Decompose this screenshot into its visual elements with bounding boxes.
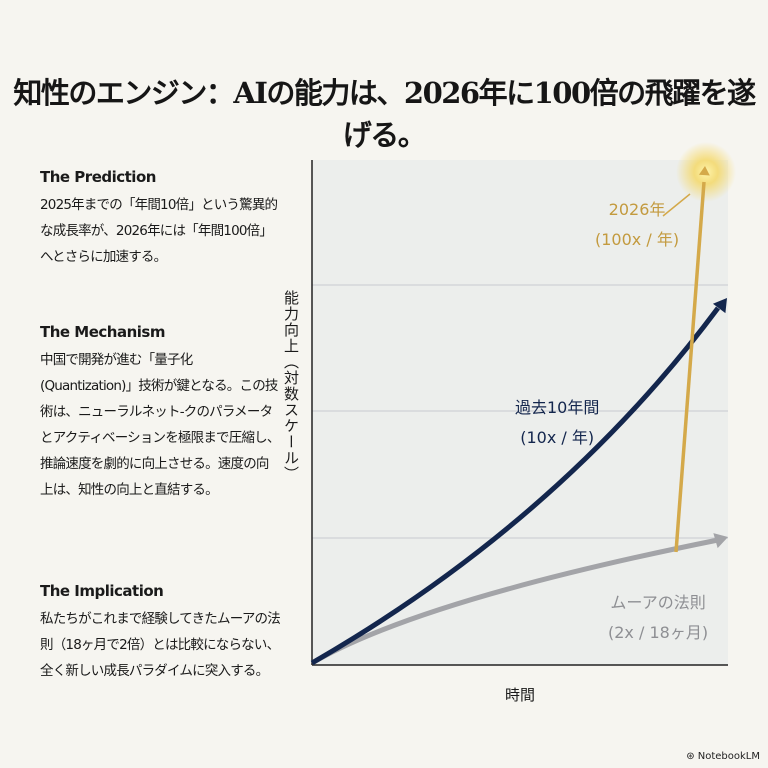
section-body: 私たちがこれまで経験してきたムーアの法則（18ヶ月で2倍）とは比較にならない、全… <box>40 611 281 679</box>
series-label-line: ムーアの法則 <box>610 593 706 612</box>
section-heading: The Mechanism <box>40 323 165 341</box>
section-prediction: The Prediction 2025年までの「年間10倍」という驚異的な成長率… <box>40 168 280 270</box>
series-label-line: (100x / 年) <box>595 230 680 249</box>
arrowhead-ai2026 <box>698 166 710 176</box>
section-implication: The Implication 私たちがこれまで経験してきたムーアの法則（18ヶ… <box>40 582 281 684</box>
section-heading: The Prediction <box>40 168 156 186</box>
section-heading: The Implication <box>40 582 164 600</box>
x-axis-label: 時間 <box>505 686 536 704</box>
series-label-line: 過去10年間 <box>515 398 600 417</box>
section-mechanism: The Mechanism 中国で開発が進む「量子化(Quantization)… <box>40 323 280 503</box>
arrowhead-past <box>712 298 727 314</box>
notebooklm-logo: ⊛ NotebookLM <box>686 751 760 762</box>
series-label-ai2026: 2026年 (100x / 年) <box>595 195 679 255</box>
section-body: 2025年までの「年間10倍」という驚異的な成長率が、2026年には「年間100… <box>40 197 278 265</box>
plot-area <box>312 160 728 665</box>
series-label-past: 過去10年間 (10x / 年) <box>515 393 599 453</box>
footer-text: NotebookLM <box>697 751 760 762</box>
page-title: 知性のエンジン：AIの能力は、2026年に100倍の飛躍を遂げる。 <box>13 76 756 152</box>
series-line-past <box>310 306 721 666</box>
series-line-ai2026 <box>674 181 706 553</box>
series-label-moore: ムーアの法則 (2x / 18ヶ月) <box>608 588 708 648</box>
label-pointer-ai2026 <box>662 193 691 217</box>
series-label-line: (10x / 年) <box>520 428 595 447</box>
series-label-line: 2026年 <box>608 200 666 219</box>
arrowhead-moore <box>713 533 728 549</box>
y-axis-label: 能力向上（対数スケール） <box>282 290 300 482</box>
series-label-line: (2x / 18ヶ月) <box>608 623 709 642</box>
section-body: 中国で開発が進む「量子化(Quantization)」技術が鍵となる。この技術は… <box>40 352 280 498</box>
